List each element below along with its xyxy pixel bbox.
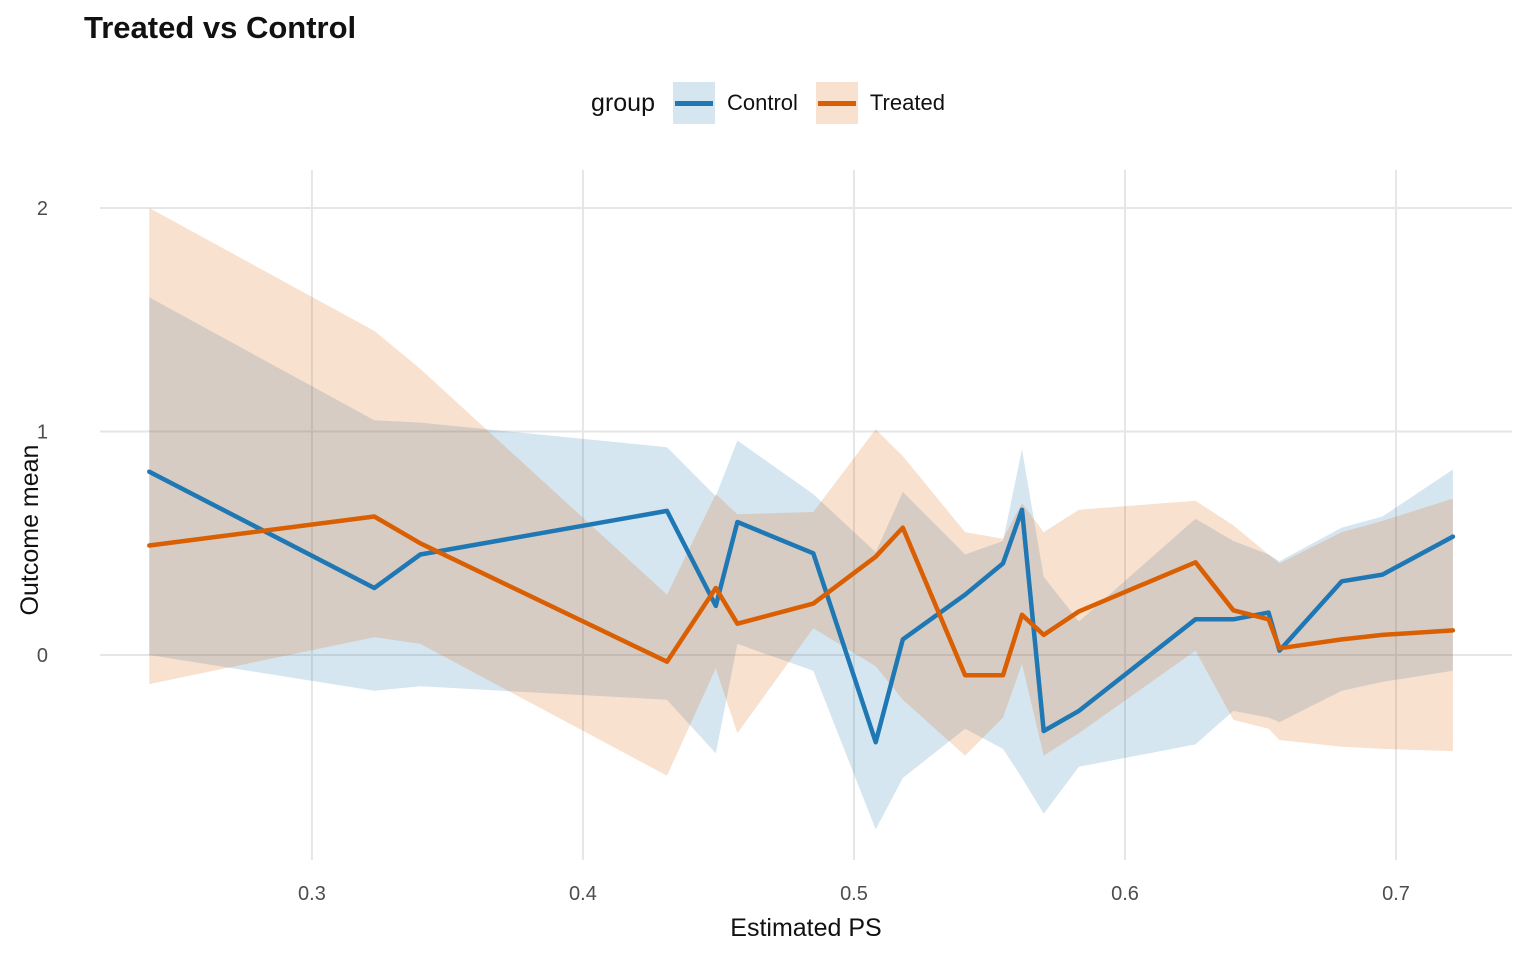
legend: group Control Treated [0, 82, 1536, 124]
x-tick-label: 0.4 [569, 883, 597, 905]
treated-legend-key-icon [815, 82, 858, 124]
y-tick-label: 2 [37, 198, 48, 220]
legend-title: group [591, 88, 655, 117]
x-tick-label: 0.6 [1111, 883, 1139, 905]
x-tick-label: 0.5 [840, 883, 868, 905]
x-axis-title: Estimated PS [730, 914, 881, 942]
y-tick-label: 0 [37, 645, 48, 667]
x-tick-label: 0.3 [298, 883, 326, 905]
treated-key-line [817, 100, 856, 106]
control-key-line [675, 100, 713, 106]
control-legend-key-icon [673, 82, 715, 124]
chart-title: Treated vs Control [84, 10, 357, 45]
legend-label-treated: Treated [869, 90, 945, 115]
treated-line [147, 514, 1456, 678]
legend-item-treated[interactable]: Treated [815, 82, 945, 124]
y-tick-label: 1 [37, 422, 48, 444]
control-ribbon [149, 297, 1453, 830]
y-axis-title: Outcome mean [16, 445, 44, 616]
treated-ribbon [149, 208, 1453, 776]
x-tick-label: 0.7 [1382, 883, 1410, 905]
legend-item-control[interactable]: Control [673, 82, 798, 124]
legend-label-control: Control [727, 90, 798, 115]
